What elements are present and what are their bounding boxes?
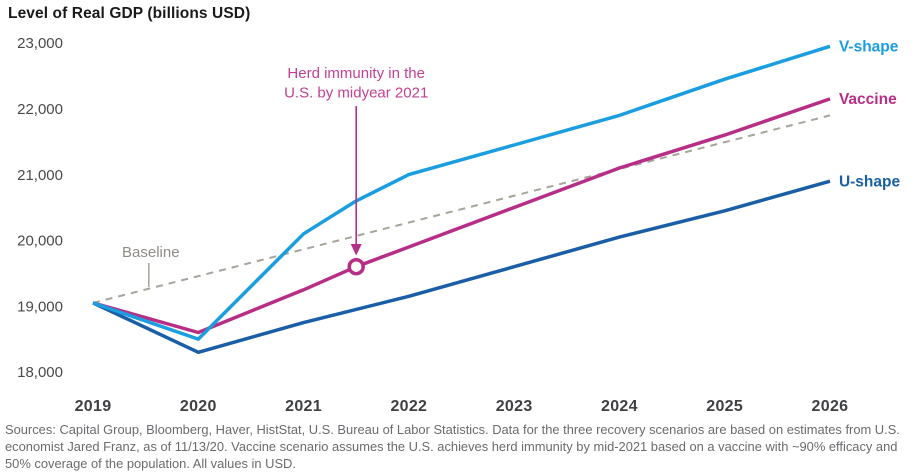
gdp-line-chart: 23,000 22,000 21,000 20,000 19,000 18,000 2019… [17,35,901,415]
annotation-text-line: Herd immunity in the [287,65,425,82]
y-axis-tick-label: 19,000 [17,298,63,315]
series-line-baseline [92,114,831,304]
baseline-label: Baseline [122,244,180,261]
series-label-vaccine: Vaccine [839,91,897,108]
x-axis-tick-label: 2025 [706,398,743,415]
y-axis-tick-label: 20,000 [17,233,63,250]
series-line-vaccine [92,97,831,335]
x-axis-tick-label: 2023 [496,398,533,415]
x-axis-tick-label: 2022 [390,398,427,415]
series-label-u-shape: U-shape [839,173,901,190]
x-axis-tick-label: 2021 [285,398,322,415]
herd-immunity-marker [347,257,365,276]
y-axis-tick-label: 18,000 [17,364,63,381]
series-line-v-shape [92,44,831,341]
series-line-u-shape [92,179,831,355]
x-axis-tick-label: 2019 [75,398,112,415]
annotation-text-line: U.S. by midyear 2021 [284,85,428,102]
series-label-v-shape: V-shape [839,38,899,55]
y-axis-tick-label: 21,000 [17,167,63,184]
y-axis-tick-label: 23,000 [17,35,63,52]
x-axis-tick-label: 2024 [601,398,638,415]
annotation-arrowhead-icon [350,244,362,256]
x-axis-tick-label: 2026 [812,398,849,415]
y-axis-tick-label: 22,000 [17,101,63,118]
x-axis-tick-label: 2020 [180,398,217,415]
chart-title: Level of Real GDP (billions USD) [8,5,251,22]
source-note: Sources: Capital Group, Bloomberg, Haver… [5,422,900,472]
